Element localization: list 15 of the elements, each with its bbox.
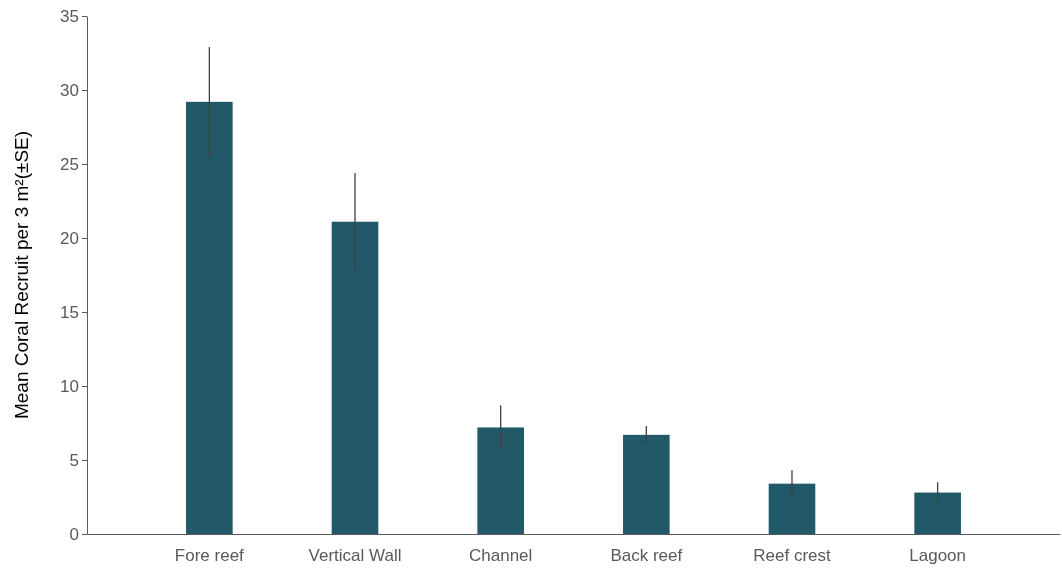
- x-tick-label: Reef crest: [753, 545, 831, 565]
- y-tick-label: 25: [60, 154, 79, 174]
- y-axis-title: Mean Coral Recruit per 3 m²(±SE): [11, 130, 32, 420]
- y-tick-label: 0: [69, 524, 79, 544]
- y-tick-label: 30: [60, 80, 79, 100]
- y-tick-label: 15: [60, 302, 79, 322]
- x-tick-label: Fore reef: [174, 545, 245, 565]
- x-tick-label: Lagoon: [909, 545, 967, 565]
- x-tick-label: Channel: [469, 545, 533, 565]
- x-tick-label: Vertical Wall: [308, 545, 402, 565]
- x-tick-label: Back reef: [610, 545, 683, 565]
- y-tick-label: 35: [60, 6, 79, 26]
- y-tick-label: 20: [60, 228, 79, 248]
- y-tick-label: 10: [60, 376, 79, 396]
- y-tick-label: 5: [69, 450, 79, 470]
